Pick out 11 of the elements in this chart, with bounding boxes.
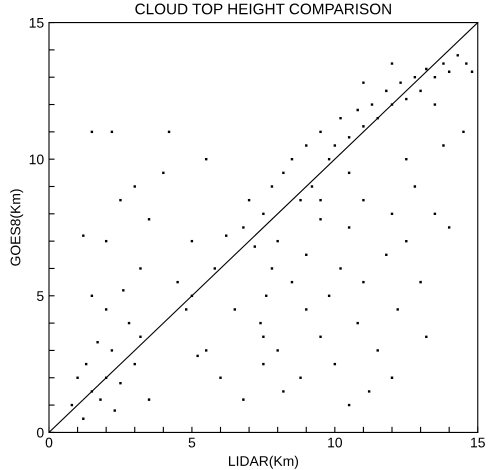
y-tick-label: 0 bbox=[36, 428, 44, 438]
x-tick-label: 0 bbox=[46, 438, 52, 448]
y-tick-label: 5 bbox=[36, 291, 44, 301]
x-tick-label: 15 bbox=[471, 438, 485, 448]
x-tick-label: 10 bbox=[328, 438, 342, 448]
chart-title: CLOUD TOP HEIGHT COMPARISON bbox=[135, 4, 391, 14]
y-tick-label: 10 bbox=[30, 154, 44, 164]
x-axis-title: LIDAR(Km) bbox=[229, 456, 298, 469]
x-tick-label: 5 bbox=[188, 438, 196, 448]
y-axis-title: GOES8(Km) bbox=[10, 189, 24, 266]
y-tick-label: 15 bbox=[30, 18, 44, 28]
